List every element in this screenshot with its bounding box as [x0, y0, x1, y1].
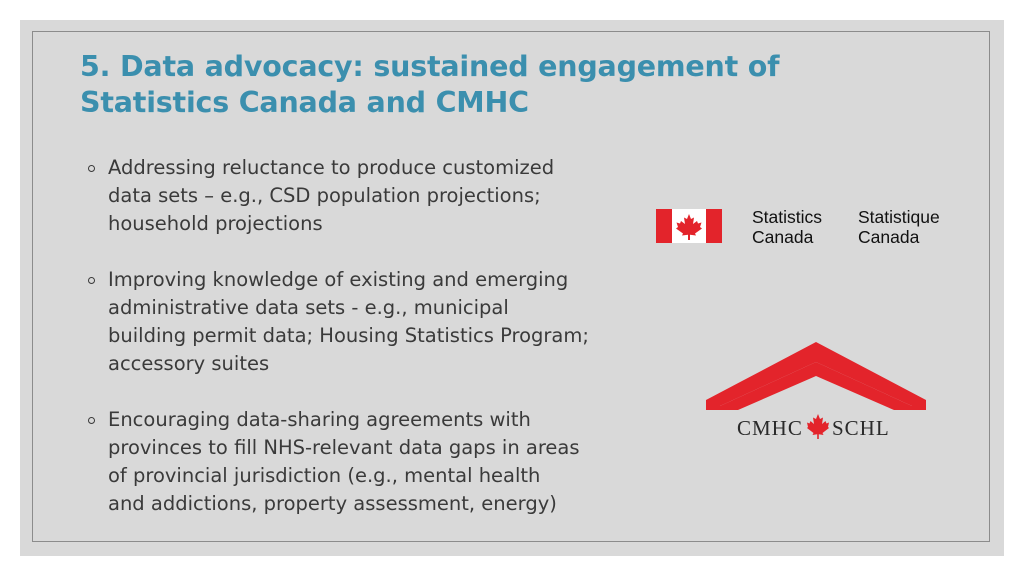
statcan-fr-line-2: Canada [858, 227, 920, 247]
slide [20, 20, 1004, 556]
maple-leaf-icon [807, 414, 829, 439]
statcan-en-line-2: Canada [752, 227, 814, 247]
schl-text: SCHL [832, 416, 890, 440]
bullet-text-line: and addictions, property assessment, ene… [108, 492, 557, 515]
statcan-fr-line-1: Statistique [858, 207, 940, 227]
bullet-list: Addressing reluctance to produce customi… [86, 154, 616, 546]
bullet-text-line: administrative data sets - e.g., municip… [108, 296, 509, 319]
bullet-text-line: Addressing reluctance to produce customi… [108, 156, 555, 179]
bullet-text-line: provinces to fill NHS-relevant data gaps… [108, 436, 580, 459]
canada-flag-icon [656, 209, 722, 243]
bullet-circle-icon [88, 277, 95, 284]
bullet-text-line: household projections [108, 212, 323, 235]
bullet-circle-icon [88, 417, 95, 424]
bullet-item: Improving knowledge of existing and emer… [86, 266, 616, 378]
bullet-text-line: data sets – e.g., CSD population project… [108, 184, 541, 207]
cmhc-text: CMHC [737, 416, 803, 440]
bullet-text-line: Encouraging data-sharing agreements with [108, 408, 531, 431]
title-line-2: Statistics Canada and CMHC [80, 86, 529, 119]
slide-title: 5. Data advocacy: sustained engagement o… [80, 49, 860, 121]
bullet-item: Addressing reluctance to produce customi… [86, 154, 616, 238]
bullet-text-line: building permit data; Housing Statistics… [108, 324, 589, 347]
bullet-text-line: accessory suites [108, 352, 270, 375]
bullet-text-line: Improving knowledge of existing and emer… [108, 268, 569, 291]
bullet-item: Encouraging data-sharing agreements with… [86, 406, 616, 518]
title-line-1: 5. Data advocacy: sustained engagement o… [80, 50, 780, 83]
statcan-french-name: Statistique Canada [858, 207, 940, 247]
cmhc-logo: CMHC SCHL [706, 342, 926, 442]
bullet-text-line: of provincial jurisdiction (e.g., mental… [108, 464, 541, 487]
slide-frame [32, 31, 990, 542]
statcan-en-line-1: Statistics [752, 207, 823, 227]
statcan-english-name: Statistics Canada [752, 207, 822, 247]
bullet-circle-icon [88, 165, 95, 172]
house-roof-icon [706, 342, 926, 410]
statistics-canada-logo: Statistics Canada Statistique Canada [656, 205, 956, 249]
